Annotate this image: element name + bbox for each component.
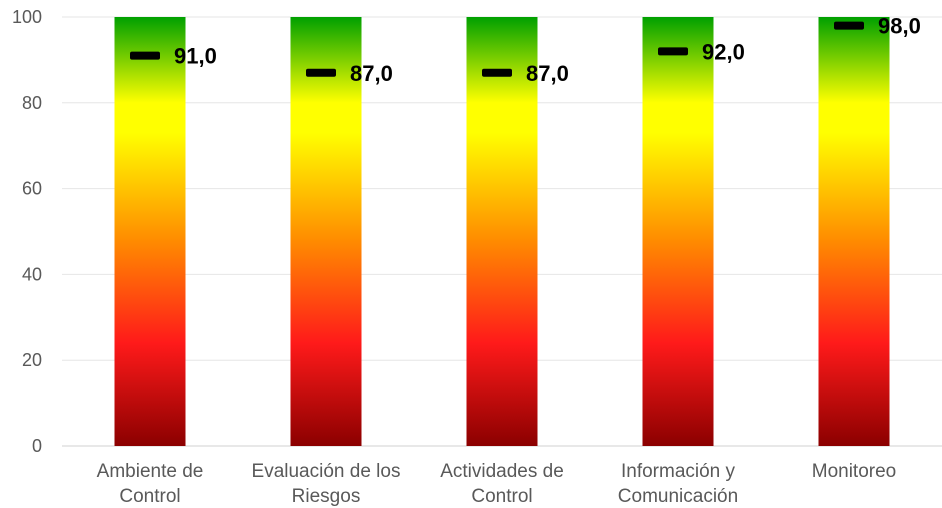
x-tick-label: Evaluación de los Riesgos [252, 461, 401, 507]
x-tick-label: Actividades de Control [440, 461, 564, 507]
data-label: 91,0 [174, 44, 217, 69]
bar [114, 17, 186, 446]
value-marker [658, 47, 688, 56]
bars [114, 17, 890, 446]
x-tick-label: Información y Comunicación [618, 461, 738, 507]
y-tick-label: 0 [32, 436, 42, 456]
y-tick-label: 80 [22, 93, 42, 113]
bar [290, 17, 362, 446]
value-marker [482, 68, 512, 77]
value-marker [834, 21, 864, 30]
bar [818, 17, 890, 446]
x-tick-label: Ambiente de Control [97, 461, 204, 507]
bar [466, 17, 538, 446]
value-markers [130, 21, 864, 77]
value-marker [130, 51, 160, 60]
bar [642, 17, 714, 446]
data-label: 98,0 [878, 14, 921, 39]
data-label: 92,0 [702, 39, 745, 64]
y-tick-label: 40 [22, 264, 42, 284]
x-axis: Ambiente de Control Evaluación de los Riesg… [97, 461, 897, 507]
data-label: 87,0 [526, 61, 569, 86]
value-marker [306, 68, 336, 77]
y-tick-label: 60 [22, 179, 42, 199]
y-tick-label: 20 [22, 350, 42, 370]
y-tick-label: 100 [12, 7, 42, 27]
data-labels: 91,0 87,0 87,0 92,0 98,0 [174, 14, 921, 86]
y-axis: 0 20 40 60 80 100 [12, 7, 42, 456]
data-label: 87,0 [350, 61, 393, 86]
x-tick-label: Monitoreo [812, 461, 897, 482]
